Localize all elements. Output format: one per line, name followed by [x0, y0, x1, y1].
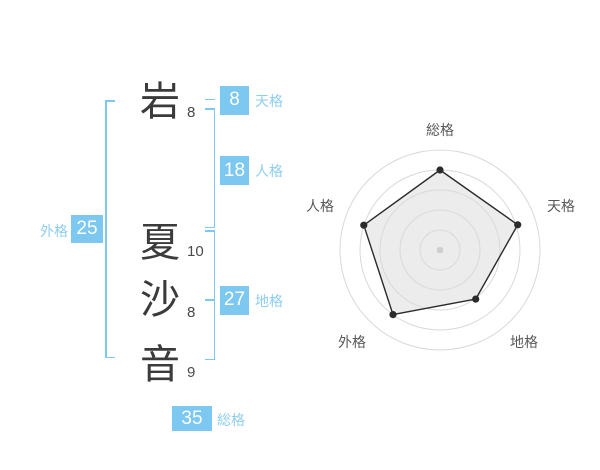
svg-text:天格: 天格	[547, 198, 575, 214]
svg-text:総格: 総格	[426, 122, 454, 138]
svg-text:人格: 人格	[306, 198, 334, 214]
svg-text:地格: 地格	[510, 334, 538, 350]
svg-text:外格: 外格	[338, 334, 366, 350]
